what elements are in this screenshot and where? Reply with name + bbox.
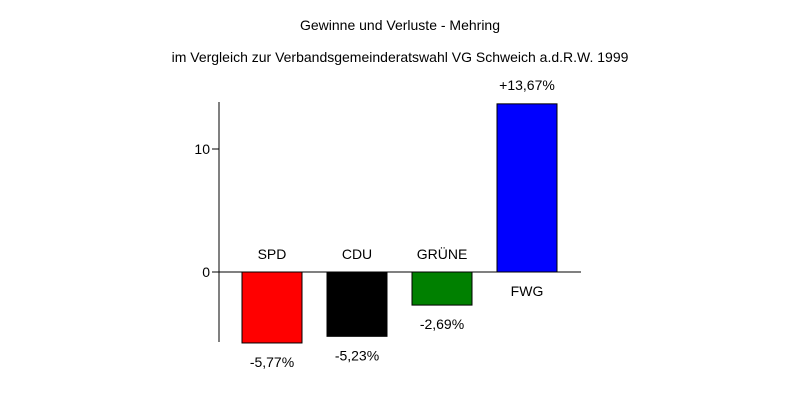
category-label: FWG <box>511 283 544 299</box>
value-label: +13,67% <box>499 77 555 93</box>
value-label: -5,77% <box>250 354 294 370</box>
bar-fwg <box>496 103 558 273</box>
category-label: CDU <box>342 246 372 262</box>
value-label: -2,69% <box>420 316 464 332</box>
category-label: SPD <box>258 246 287 262</box>
bar-cdu <box>326 271 388 337</box>
bar-gr-ne <box>411 271 473 306</box>
chart-title: Gewinne und Verluste - Mehring <box>300 17 500 33</box>
chart-subtitle: im Vergleich zur Verbandsgemeinderatswah… <box>172 49 629 65</box>
category-label: GRÜNE <box>417 245 468 262</box>
y-tick-label: 0 <box>202 264 210 280</box>
bar-spd <box>241 271 303 344</box>
value-label: -5,23% <box>335 347 379 363</box>
y-tick-label: 10 <box>194 141 210 157</box>
